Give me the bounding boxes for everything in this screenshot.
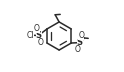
Text: Cl: Cl <box>26 31 34 40</box>
Text: S: S <box>36 31 42 40</box>
Text: O: O <box>34 24 40 33</box>
Text: O: O <box>75 45 81 54</box>
Text: O: O <box>78 31 84 40</box>
Text: O: O <box>38 38 43 47</box>
Text: S: S <box>77 38 83 47</box>
